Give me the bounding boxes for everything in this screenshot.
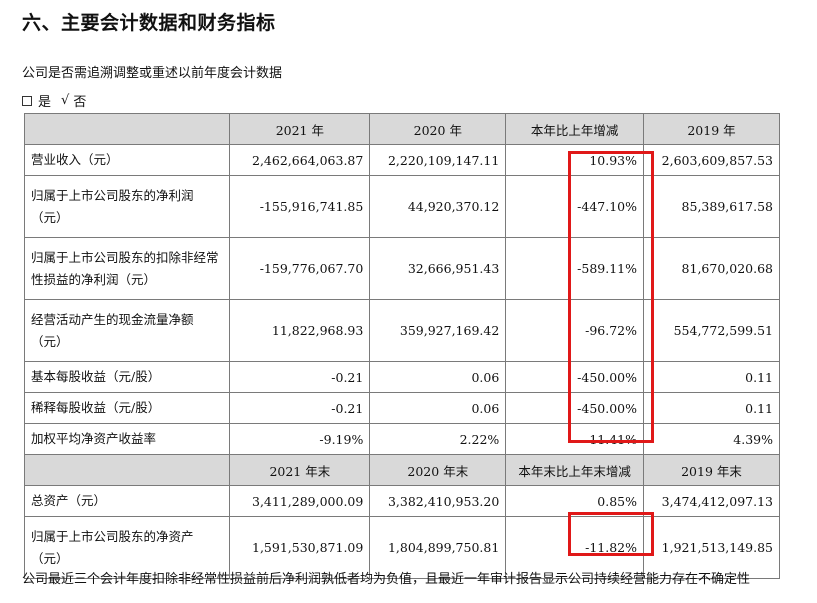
restatement-choice: 是 √ 否 xyxy=(22,91,86,110)
value-change: 10.93% xyxy=(505,144,645,176)
row-label: 基本每股收益（元/股） xyxy=(23,361,231,393)
value-2019: 0.11 xyxy=(643,361,780,393)
header-cell: 2021 年 xyxy=(229,113,371,145)
row-label: 营业收入（元） xyxy=(23,144,231,176)
choice-yes-label: 是 xyxy=(38,95,52,110)
value-2021: -155,916,741.85 xyxy=(229,175,371,238)
table-row: 总资产（元） 3,411,289,000.09 3,382,410,953.20… xyxy=(23,485,780,517)
table-header-row: 2021 年末 2020 年末 本年末比上年末增减 2019 年末 xyxy=(23,454,780,486)
value-2020: 2,220,109,147.11 xyxy=(369,144,507,176)
value-2019: 4.39% xyxy=(643,423,780,455)
table-row: 稀释每股收益（元/股） -0.21 0.06 -450.00% 0.11 xyxy=(23,392,780,424)
choice-no-label: 否 xyxy=(73,95,87,110)
value-change: -589.11% xyxy=(505,237,645,300)
check-mark-icon: √ xyxy=(61,93,70,108)
table-row: 加权平均净资产收益率 -9.19% 2.22% -11.41% 4.39% xyxy=(23,423,780,455)
value-2019: 554,772,599.51 xyxy=(643,299,780,362)
value-2021: -0.21 xyxy=(229,361,371,393)
header-cell: 2019 年 xyxy=(643,113,780,145)
table-row: 归属于上市公司股东的净资产（元） 1,591,530,871.09 1,804,… xyxy=(23,516,780,579)
restatement-question: 公司是否需追溯调整或重述以前年度会计数据 xyxy=(22,66,283,81)
value-change: -450.00% xyxy=(505,392,645,424)
value-2021: 3,411,289,000.09 xyxy=(229,485,371,517)
row-label: 经营活动产生的现金流量净额（元） xyxy=(23,299,231,362)
header-cell: 2020 年末 xyxy=(369,454,507,486)
value-2020: 1,804,899,750.81 xyxy=(369,516,507,579)
value-2020: 32,666,951.43 xyxy=(369,237,507,300)
value-2020: 0.06 xyxy=(369,361,507,393)
header-cell: 本年末比上年末增减 xyxy=(505,454,645,486)
value-2019: 2,603,609,857.53 xyxy=(643,144,780,176)
row-label: 归属于上市公司股东的扣除非经常性损益的净利润（元） xyxy=(23,237,231,300)
value-2021: 11,822,968.93 xyxy=(229,299,371,362)
value-2021: 2,462,664,063.87 xyxy=(229,144,371,176)
value-change: -11.82% xyxy=(505,516,645,579)
value-2019: 81,670,020.68 xyxy=(643,237,780,300)
checkbox-icon xyxy=(22,95,32,106)
row-label: 加权平均净资产收益率 xyxy=(23,423,231,455)
row-label: 稀释每股收益（元/股） xyxy=(23,392,231,424)
table-row: 归属于上市公司股东的净利润（元） -155,916,741.85 44,920,… xyxy=(23,175,780,238)
value-change: -11.41% xyxy=(505,423,645,455)
value-2019: 1,921,513,149.85 xyxy=(643,516,780,579)
row-label: 归属于上市公司股东的净利润（元） xyxy=(23,175,231,238)
footer-note: 公司最近三个会计年度扣除非经常性损益前后净利润孰低者均为负值，且最近一年审计报告… xyxy=(22,572,751,587)
value-change: -450.00% xyxy=(505,361,645,393)
value-change: -96.72% xyxy=(505,299,645,362)
value-2021: -159,776,067.70 xyxy=(229,237,371,300)
row-label: 归属于上市公司股东的净资产（元） xyxy=(23,516,231,579)
header-cell: 2019 年末 xyxy=(643,454,780,486)
header-cell: 2021 年末 xyxy=(229,454,371,486)
value-2020: 0.06 xyxy=(369,392,507,424)
table-row: 经营活动产生的现金流量净额（元） 11,822,968.93 359,927,1… xyxy=(23,299,780,362)
value-2019: 0.11 xyxy=(643,392,780,424)
value-change: -447.10% xyxy=(505,175,645,238)
header-cell: 2020 年 xyxy=(369,113,507,145)
value-2020: 2.22% xyxy=(369,423,507,455)
table-row: 营业收入（元） 2,462,664,063.87 2,220,109,147.1… xyxy=(23,144,780,176)
table-header-row: 2021 年 2020 年 本年比上年增减 2019 年 xyxy=(23,113,780,145)
financial-indicators-table: 2021 年 2020 年 本年比上年增减 2019 年 营业收入（元） 2,4… xyxy=(23,113,780,579)
table-row: 基本每股收益（元/股） -0.21 0.06 -450.00% 0.11 xyxy=(23,361,780,393)
header-cell: 本年比上年增减 xyxy=(505,113,645,145)
value-2019: 85,389,617.58 xyxy=(643,175,780,238)
value-2021: -0.21 xyxy=(229,392,371,424)
row-label: 总资产（元） xyxy=(23,485,231,517)
value-2021: 1,591,530,871.09 xyxy=(229,516,371,579)
value-2021: -9.19% xyxy=(229,423,371,455)
header-cell xyxy=(23,113,231,145)
value-2019: 3,474,412,097.13 xyxy=(643,485,780,517)
section-heading: 六、主要会计数据和财务指标 xyxy=(22,12,276,34)
value-change: 0.85% xyxy=(505,485,645,517)
value-2020: 44,920,370.12 xyxy=(369,175,507,238)
value-2020: 359,927,169.42 xyxy=(369,299,507,362)
header-cell xyxy=(23,454,231,486)
value-2020: 3,382,410,953.20 xyxy=(369,485,507,517)
table-row: 归属于上市公司股东的扣除非经常性损益的净利润（元） -159,776,067.7… xyxy=(23,237,780,300)
